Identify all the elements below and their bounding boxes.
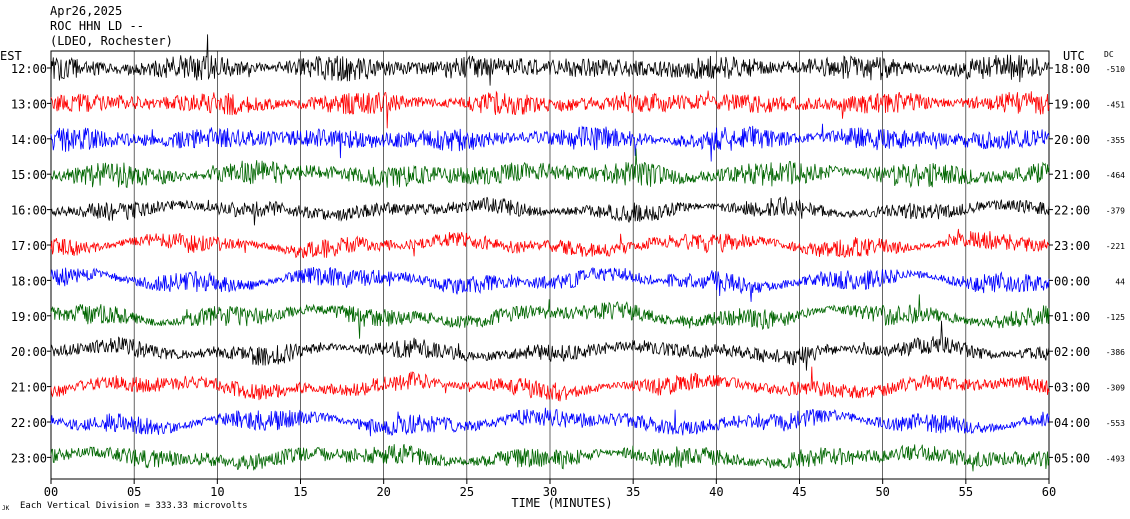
est-label-1500: 15:00 xyxy=(11,168,47,182)
trace-1500 xyxy=(50,148,1050,189)
x-tick-label-10: 10 xyxy=(210,485,224,499)
utc-label-0100: 01:00 xyxy=(1054,310,1090,324)
est-label-1200: 12:00 xyxy=(11,62,47,76)
x-tick-label-00: 00 xyxy=(44,485,58,499)
trace-1400 xyxy=(50,123,1050,162)
utc-label-0500: 05:00 xyxy=(1054,451,1090,465)
utc-label-2200: 22:00 xyxy=(1054,204,1090,218)
utc-label-0000: 00:00 xyxy=(1054,274,1090,288)
trace-1900 xyxy=(50,294,1050,339)
dc-value-1400: -355 xyxy=(1106,136,1125,145)
est-label-1600: 16:00 xyxy=(11,204,47,218)
est-label-2000: 20:00 xyxy=(11,345,47,359)
x-tick-label-25: 25 xyxy=(460,485,474,499)
trace-1700 xyxy=(50,228,1050,259)
est-label-1300: 13:00 xyxy=(11,97,47,111)
dc-value-2300: -493 xyxy=(1106,454,1125,463)
est-label-1900: 19:00 xyxy=(11,310,47,324)
header-station: ROC HHN LD -- xyxy=(50,19,144,33)
corner-mark: JK xyxy=(2,505,10,512)
right-axis-title: UTC xyxy=(1063,49,1085,63)
utc-label-2100: 21:00 xyxy=(1054,168,1090,182)
dc-value-1300: -451 xyxy=(1106,100,1125,109)
x-tick-label-05: 05 xyxy=(127,485,141,499)
dc-column-title: DC xyxy=(1104,50,1114,59)
hour-labels: 12:00 18:00 -510 13:00 19:00 -451 14:00 20:00 -3… xyxy=(11,62,1125,465)
dc-value-1600: -379 xyxy=(1106,207,1125,216)
scale-note: Each Vertical Division = 333.33 microvol… xyxy=(20,501,248,511)
trace-2100 xyxy=(50,366,1050,402)
utc-label-2000: 20:00 xyxy=(1054,133,1090,147)
est-label-1400: 14:00 xyxy=(11,133,47,147)
seismic-traces xyxy=(50,34,1050,472)
utc-label-2300: 23:00 xyxy=(1054,239,1090,253)
est-label-1800: 18:00 xyxy=(11,274,47,288)
minute-grid xyxy=(133,51,967,479)
x-tick-label-40: 40 xyxy=(709,485,723,499)
dc-value-2000: -386 xyxy=(1106,348,1125,357)
trace-1800 xyxy=(50,266,1050,302)
utc-label-0200: 02:00 xyxy=(1054,345,1090,359)
trace-1600 xyxy=(50,195,1050,226)
dc-value-1800: 44 xyxy=(1115,277,1125,286)
trace-1300 xyxy=(50,90,1050,129)
x-axis-ticks: 00 05 10 15 20 25 30 35 40 45 50 55 60 xyxy=(44,479,1056,499)
x-tick-label-50: 50 xyxy=(875,485,889,499)
trace-2200 xyxy=(50,407,1050,437)
est-label-2100: 21:00 xyxy=(11,381,47,395)
trace-1200 xyxy=(50,34,1050,86)
dc-value-1500: -464 xyxy=(1106,171,1125,180)
x-tick-label-60: 60 xyxy=(1042,485,1056,499)
trace-2000 xyxy=(50,320,1050,371)
utc-label-0300: 03:00 xyxy=(1054,381,1090,395)
est-label-1700: 17:00 xyxy=(11,239,47,253)
dc-value-2200: -553 xyxy=(1106,419,1125,428)
x-tick-label-35: 35 xyxy=(626,485,640,499)
est-label-2200: 22:00 xyxy=(11,416,47,430)
x-axis-label: TIME (MINUTES) xyxy=(511,496,612,510)
dc-value-2100: -309 xyxy=(1106,384,1125,393)
utc-label-1800: 18:00 xyxy=(1054,62,1090,76)
left-axis-title: EST xyxy=(0,49,22,63)
dc-value-1900: -125 xyxy=(1106,313,1125,322)
header-date: Apr26,2025 xyxy=(50,4,122,18)
x-tick-label-20: 20 xyxy=(376,485,390,499)
est-label-2300: 23:00 xyxy=(11,451,47,465)
utc-label-0400: 04:00 xyxy=(1054,416,1090,430)
dc-value-1200: -510 xyxy=(1106,65,1125,74)
utc-label-1900: 19:00 xyxy=(1054,97,1090,111)
x-tick-label-30: 30 xyxy=(543,485,557,499)
x-tick-label-15: 15 xyxy=(293,485,307,499)
x-tick-label-55: 55 xyxy=(959,485,973,499)
dc-value-1700: -221 xyxy=(1106,242,1125,251)
trace-2300 xyxy=(50,443,1050,472)
x-tick-label-45: 45 xyxy=(792,485,806,499)
header-network: (LDEO, Rochester) xyxy=(50,34,173,48)
